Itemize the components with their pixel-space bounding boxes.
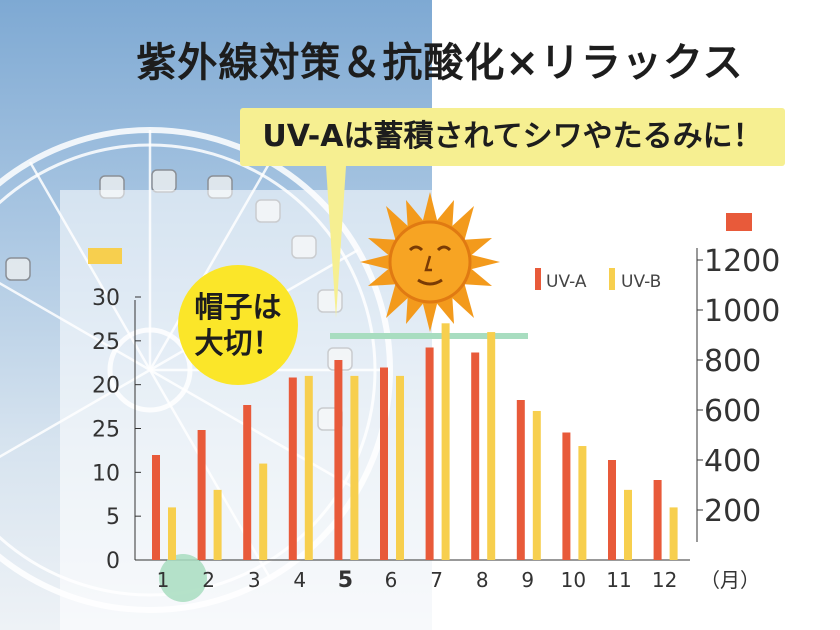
left-tick-label: 25 (92, 418, 120, 443)
left-axis-swatch (88, 248, 122, 264)
uva-bar (334, 360, 343, 560)
uvb-bar (669, 507, 678, 560)
left-tick-label: 10 (92, 461, 120, 486)
uva-bar (562, 432, 571, 560)
right-tick-label: 600 (704, 394, 761, 429)
uva-bar (197, 430, 206, 560)
left-tick-label: 5 (106, 505, 120, 530)
uvb-bar (304, 375, 313, 560)
uva-bar (425, 347, 434, 560)
right-panel-backdrop (432, 0, 840, 630)
highlight-month-marker (159, 554, 207, 602)
x-axis-unit-label: （月） (700, 568, 760, 592)
uvb-bar (350, 375, 359, 560)
month-tick-label: 8 (476, 568, 489, 592)
uva-bar (516, 400, 525, 560)
uvb-bar (259, 463, 268, 560)
legend-uva-swatch (535, 268, 541, 290)
month-tick-label: 12 (652, 568, 677, 592)
left-tick-label: 30 (92, 286, 120, 311)
uva-bar (152, 455, 160, 560)
month-tick-label: 10 (561, 568, 586, 592)
month-tick-label: 7 (430, 568, 443, 592)
month-tick-label: 1 (157, 568, 170, 592)
bubble-line-1: 帽子は (194, 289, 282, 324)
right-axis-swatch (726, 213, 752, 231)
month-tick-label: 5 (338, 568, 353, 593)
uva-callout-banner: UV-Aは蓄積されてシワやたるみに！ (240, 108, 785, 166)
right-tick-label: 400 (704, 444, 761, 479)
uva-bar (653, 480, 662, 560)
left-tick-label: 20 (92, 374, 120, 399)
right-tick-label: 1200 (704, 244, 780, 279)
left-tick-label: 25 (92, 330, 120, 355)
month-tick-label: 3 (248, 568, 261, 592)
uvb-bar (487, 332, 496, 560)
uvb-bar (168, 507, 176, 560)
peak-season-band (330, 333, 528, 339)
uva-bar (288, 377, 297, 560)
legend-uvb-label: UV-B (621, 272, 661, 292)
uvb-bar (532, 410, 541, 560)
uva-bar (471, 352, 480, 560)
legend-uva-label: UV-A (546, 272, 587, 292)
page-title: 紫外線対策＆抗酸化×リラックス (136, 40, 744, 86)
month-tick-label: 11 (606, 568, 631, 592)
bubble-line-2: 大切！ (194, 326, 282, 360)
legend-uvb-swatch (609, 268, 615, 290)
uva-bar (243, 405, 252, 560)
month-tick-label: 4 (293, 568, 306, 592)
uvb-bar (441, 323, 450, 560)
right-tick-label: 200 (704, 494, 761, 529)
hat-advice-bubble: 帽子は 大切！ (178, 265, 298, 385)
uvb-bar (578, 446, 587, 560)
left-tick-label: 0 (106, 549, 120, 574)
uvb-bar (624, 489, 632, 560)
uva-bar (608, 460, 616, 560)
uva-bar (380, 367, 388, 560)
uvb-bar (396, 375, 404, 560)
right-tick-label: 800 (704, 344, 761, 379)
month-tick-label: 6 (385, 568, 398, 592)
uvb-bar (213, 489, 222, 560)
month-tick-label: 9 (521, 568, 534, 592)
month-tick-label: 2 (202, 568, 215, 592)
right-tick-label: 1000 (704, 294, 780, 329)
